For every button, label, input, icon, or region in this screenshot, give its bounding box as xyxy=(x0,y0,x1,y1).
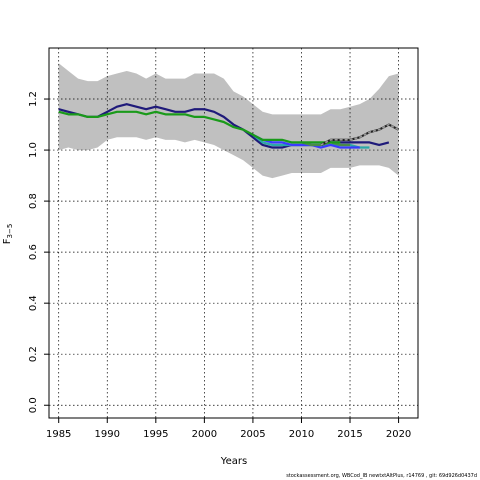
x-tick-label: 1995 xyxy=(143,429,168,440)
series-line-3 xyxy=(252,133,360,149)
y-tick-label: 1.0 xyxy=(28,142,39,158)
x-axis-title: Years xyxy=(220,456,247,467)
y-axis-title: F3−5 xyxy=(2,224,14,245)
y-tick-label: 0.8 xyxy=(28,193,39,209)
x-tick-label: 2015 xyxy=(337,429,362,440)
y-tick-label: 0.0 xyxy=(28,397,39,413)
x-tick-label: 2020 xyxy=(386,429,411,440)
series-line-7 xyxy=(320,123,399,146)
y-axis-title-main: F xyxy=(2,238,13,244)
x-tick-label: 2010 xyxy=(289,429,314,440)
y-tick-label: 0.6 xyxy=(28,244,39,260)
y-tick-label: 1.2 xyxy=(28,91,39,107)
y-tick-label: 0.4 xyxy=(28,295,39,311)
footer-text: stockassessment.org, WBCod_IB newtxtAltP… xyxy=(286,473,477,479)
series-line-5 xyxy=(58,110,341,144)
axes-layer: 1985 1990 1995 2000 2005 2010 2015 2020 0.0 0.2 0.… xyxy=(28,47,419,440)
y-tick-label: 0.2 xyxy=(28,346,39,362)
x-tick-label: 1990 xyxy=(95,429,120,440)
x-tick-label: 1985 xyxy=(46,429,71,440)
y-axis-title-sub: 3−5 xyxy=(6,224,14,239)
series-layer xyxy=(58,103,400,149)
x-tick-label: 2005 xyxy=(240,429,265,440)
x-tick-label: 2000 xyxy=(192,429,217,440)
grid-layer xyxy=(49,48,418,418)
plot-frame xyxy=(48,47,419,419)
series-line-4 xyxy=(301,141,351,147)
